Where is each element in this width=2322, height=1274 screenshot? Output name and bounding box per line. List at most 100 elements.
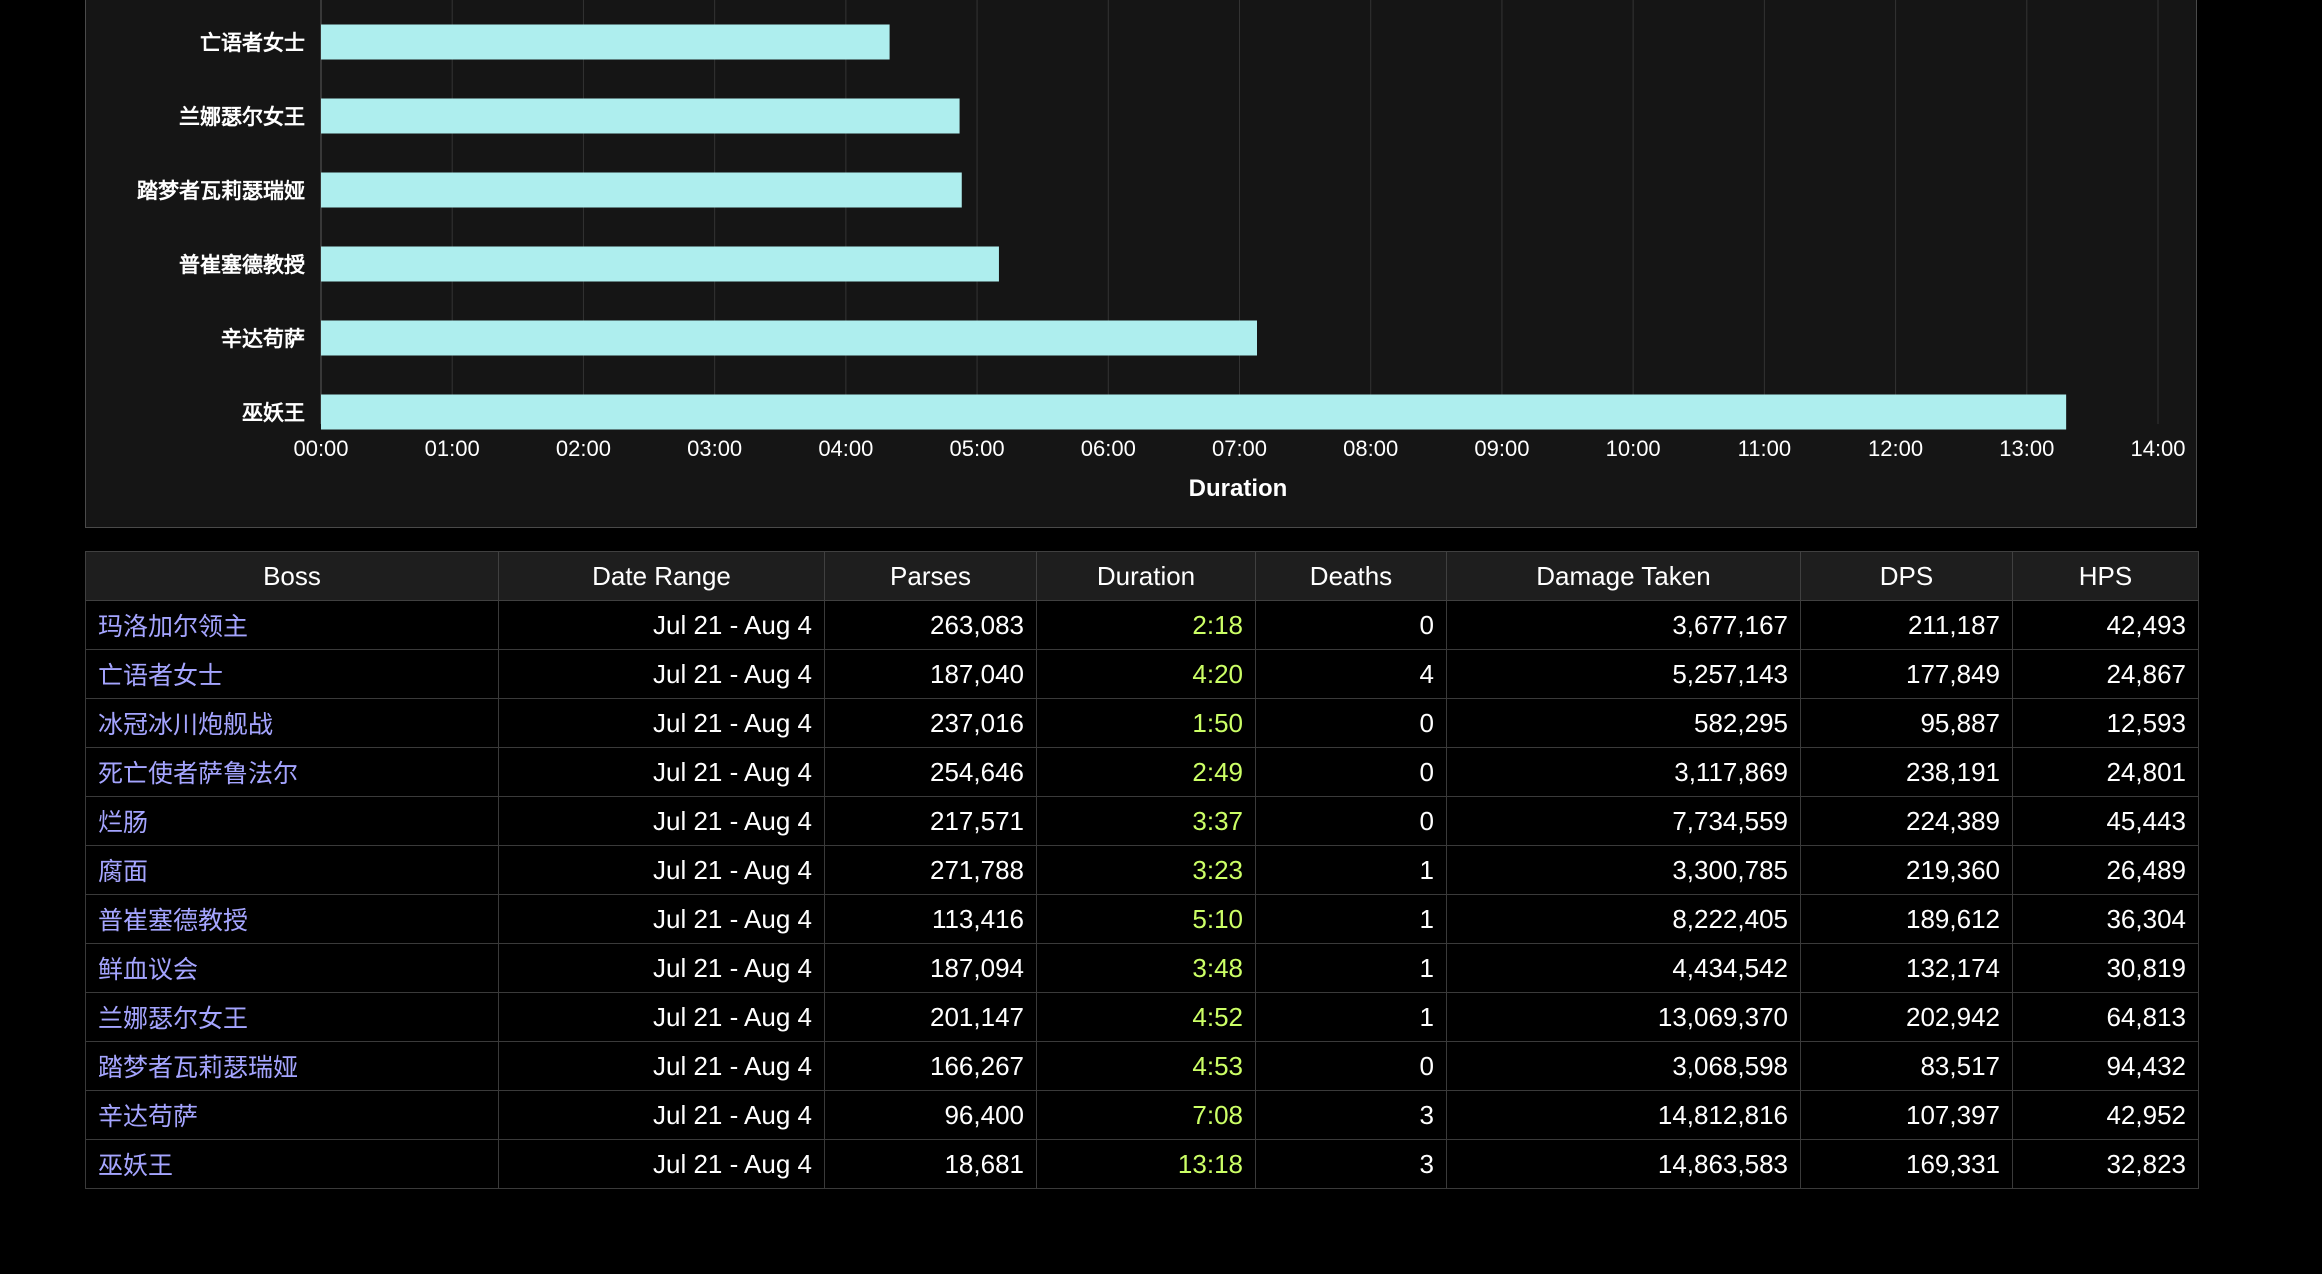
bar[interactable] [321,246,999,282]
category-label: 普崔塞德教授 [179,253,306,277]
bar[interactable] [321,394,2067,430]
cell-duration: 5:10 [1036,894,1256,944]
cell-damage-taken: 4,434,542 [1446,943,1801,993]
cell-damage-taken: 7,734,559 [1446,796,1801,846]
cell-date-range: Jul 21 - Aug 4 [498,1041,825,1091]
boss-link[interactable]: 普崔塞德教授 [98,906,249,935]
col-header-parses[interactable]: Parses [824,551,1037,601]
cell-damage-taken: 3,300,785 [1446,845,1801,895]
cell-duration: 3:23 [1036,845,1256,895]
cell-damage-taken: 3,117,869 [1446,747,1801,797]
cell-deaths: 0 [1255,796,1447,846]
boss-link[interactable]: 鲜血议会 [98,955,199,984]
table-row: 腐面 Jul 21 - Aug 4 271,788 3:23 1 3,300,785 219… [85,845,2199,895]
cell-parses: 254,646 [824,747,1037,797]
boss-link[interactable]: 巫妖王 [98,1151,174,1180]
bar[interactable] [321,98,960,134]
x-tick-label: 10:00 [1606,436,1661,461]
cell-parses: 166,267 [824,1041,1037,1091]
cell-parses: 201,147 [824,992,1037,1042]
cell-deaths: 1 [1255,943,1447,993]
col-header-duration[interactable]: Duration [1036,551,1256,601]
cell-date-range: Jul 21 - Aug 4 [498,943,825,993]
boss-link[interactable]: 腐面 [98,857,149,886]
chart-bars [321,24,2067,430]
cell-deaths: 1 [1255,845,1447,895]
cell-hps: 12,593 [2012,698,2199,748]
boss-link[interactable]: 亡语者女士 [98,661,224,690]
bar[interactable] [321,320,1257,356]
cell-boss-name: 死亡使者萨鲁法尔 [85,747,499,797]
boss-link[interactable]: 玛洛加尔领主 [98,612,249,641]
boss-link[interactable]: 辛达苟萨 [98,1102,199,1131]
col-header-deaths[interactable]: Deaths [1255,551,1447,601]
cell-parses: 187,094 [824,943,1037,993]
cell-parses: 237,016 [824,698,1037,748]
cell-damage-taken: 13,069,370 [1446,992,1801,1042]
col-header-dps[interactable]: DPS [1800,551,2013,601]
cell-dps: 238,191 [1800,747,2013,797]
cell-damage-taken: 8,222,405 [1446,894,1801,944]
cell-parses: 96,400 [824,1090,1037,1140]
table-row: 死亡使者萨鲁法尔 Jul 21 - Aug 4 254,646 2:49 0 3,117,… [85,747,2199,797]
category-label: 辛达苟萨 [221,327,305,351]
cell-dps: 83,517 [1800,1041,2013,1091]
cell-hps: 42,493 [2012,600,2199,650]
cell-boss-name: 腐面 [85,845,499,895]
category-label: 兰娜瑟尔女王 [179,105,305,129]
x-tick-label: 04:00 [818,436,873,461]
cell-duration: 4:20 [1036,649,1256,699]
boss-link[interactable]: 冰冠冰川炮舰战 [98,710,274,739]
table-header-row: Boss Date Range Parses Duration Deaths D… [85,551,2199,601]
cell-duration: 3:48 [1036,943,1256,993]
chart-gridlines [320,0,2159,424]
cell-hps: 32,823 [2012,1139,2199,1189]
cell-deaths: 0 [1255,1041,1447,1091]
cell-parses: 18,681 [824,1139,1037,1189]
x-tick-label: 01:00 [425,436,480,461]
cell-date-range: Jul 21 - Aug 4 [498,600,825,650]
cell-duration: 4:53 [1036,1041,1256,1091]
cell-deaths: 3 [1255,1139,1447,1189]
cell-dps: 177,849 [1800,649,2013,699]
chart-x-ticks: 00:00 01:00 02:00 03:00 04:00 05:00 06:00 07:00… [293,436,2185,461]
col-header-boss[interactable]: Boss [85,551,499,601]
col-header-hps[interactable]: HPS [2012,551,2199,601]
bar[interactable] [321,172,962,208]
x-tick-label: 12:00 [1868,436,1923,461]
boss-link[interactable]: 烂肠 [98,808,149,837]
cell-date-range: Jul 21 - Aug 4 [498,747,825,797]
duration-chart-panel: 亡语者女士 兰娜瑟尔女王 踏梦者瓦莉瑟瑞娅 普崔塞德教授 辛达苟萨 巫妖王 00:00 01… [85,0,2197,528]
cell-dps: 211,187 [1800,600,2013,650]
cell-date-range: Jul 21 - Aug 4 [498,894,825,944]
cell-boss-name: 踏梦者瓦莉瑟瑞娅 [85,1041,499,1091]
bar[interactable] [321,24,890,60]
col-header-damage-taken[interactable]: Damage Taken [1446,551,1801,601]
cell-deaths: 3 [1255,1090,1447,1140]
cell-boss-name: 鲜血议会 [85,943,499,993]
cell-duration: 4:52 [1036,992,1256,1042]
cell-date-range: Jul 21 - Aug 4 [498,698,825,748]
cell-deaths: 0 [1255,747,1447,797]
table-body: 玛洛加尔领主 Jul 21 - Aug 4 263,083 2:18 0 3,677,16… [85,600,2199,1189]
cell-damage-taken: 14,812,816 [1446,1090,1801,1140]
boss-link[interactable]: 兰娜瑟尔女王 [98,1004,249,1033]
table-row: 踏梦者瓦莉瑟瑞娅 Jul 21 - Aug 4 166,267 4:53 0 3,068,… [85,1041,2199,1091]
boss-link[interactable]: 踏梦者瓦莉瑟瑞娅 [98,1053,299,1082]
x-tick-label: 09:00 [1474,436,1529,461]
cell-dps: 132,174 [1800,943,2013,993]
cell-hps: 26,489 [2012,845,2199,895]
cell-parses: 217,571 [824,796,1037,846]
cell-hps: 30,819 [2012,943,2199,993]
cell-date-range: Jul 21 - Aug 4 [498,992,825,1042]
table-row: 巫妖王 Jul 21 - Aug 4 18,681 13:18 3 14,863,583 1… [85,1139,2199,1189]
x-tick-label: 00:00 [293,436,348,461]
col-header-date-range[interactable]: Date Range [498,551,825,601]
cell-hps: 24,801 [2012,747,2199,797]
x-tick-label: 08:00 [1343,436,1398,461]
boss-link[interactable]: 死亡使者萨鲁法尔 [98,759,299,788]
cell-dps: 107,397 [1800,1090,2013,1140]
x-tick-label: 07:00 [1212,436,1267,461]
